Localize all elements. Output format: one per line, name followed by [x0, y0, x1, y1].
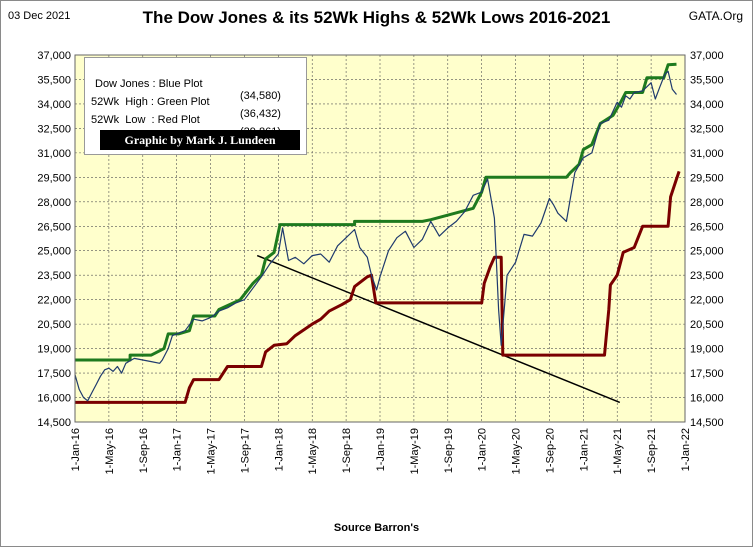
y-tick-label-right: 32,500: [690, 123, 724, 135]
y-tick-label-left: 23,500: [37, 270, 71, 282]
y-tick-label-left: 28,000: [37, 197, 71, 209]
chart-title: The Dow Jones & its 52Wk Highs & 52Wk Lo…: [142, 8, 611, 27]
52wk-high-line: [75, 62, 677, 362]
y-tick-label-right: 16,000: [690, 393, 724, 405]
x-tick-label: 1-Jan-17: [172, 428, 184, 471]
y-tick-label-right: 19,000: [690, 344, 724, 356]
x-tick-label: 1-Sep-21: [646, 428, 658, 473]
legend-row-high: 52Wk High : Green Plot (36,432): [85, 84, 281, 132]
y-tick-label-right: 25,000: [690, 246, 724, 258]
dow-jones-line: [74, 70, 677, 402]
y-tick-label-left: 35,500: [37, 74, 71, 86]
y-tick-label-right: 28,000: [690, 197, 724, 209]
y-tick-label-right: 35,500: [690, 74, 724, 86]
x-tick-label: 1-Sep-20: [544, 428, 556, 473]
legend-label-dow: Dow Jones : Blue Plot: [95, 78, 203, 90]
x-tick-label: 1-Jan-18: [273, 428, 285, 471]
y-tick-label-left: 17,500: [37, 368, 71, 380]
y-tick-label-right: 34,000: [690, 99, 724, 111]
legend-value-dow: (34,580): [240, 90, 281, 102]
x-tick-label: 1-Sep-16: [138, 428, 150, 473]
legend-label-high: 52Wk High : Green Plot: [91, 96, 210, 108]
y-tick-label-right: 31,000: [690, 148, 724, 160]
y-tick-label-right: 14,500: [690, 417, 724, 429]
trend-line-line: [256, 254, 621, 404]
x-tick-label: 1-May-16: [104, 428, 116, 474]
y-tick-label-left: 29,500: [37, 172, 71, 184]
credit-label: Graphic by Mark J. Lundeen: [100, 130, 300, 150]
x-tick-label: 1-Jan-19: [375, 428, 387, 471]
y-tick-label-right: 22,000: [690, 295, 724, 307]
x-tick-label: 1-Jan-20: [477, 428, 489, 471]
legend-row-low: 52Wk Low : Red Plot (29,861): [85, 102, 281, 150]
axis-ticks: 14,500 14,500 16,000 16,000 17,500 17,500 19,0…: [37, 50, 723, 474]
site-label: GATA.Org: [688, 9, 743, 23]
x-tick-label: 1-Sep-18: [341, 428, 353, 473]
legend-row-dow: Dow Jones : Blue Plot (34,580): [85, 66, 281, 114]
x-tick-label: 1-May-19: [409, 428, 421, 474]
y-tick-label-left: 32,500: [37, 123, 71, 135]
y-tick-label-left: 22,000: [37, 295, 71, 307]
x-tick-label: 1-Sep-19: [443, 428, 455, 473]
x-tick-label: 1-Jan-16: [70, 428, 82, 471]
series-layer: [74, 62, 681, 404]
x-tick-label: 1-May-21: [612, 428, 624, 474]
y-tick-label-left: 16,000: [37, 393, 71, 405]
legend-label-low: 52Wk Low : Red Plot: [91, 114, 200, 126]
y-tick-label-left: 26,500: [37, 221, 71, 233]
y-tick-label-right: 23,500: [690, 270, 724, 282]
y-tick-label-left: 14,500: [37, 417, 71, 429]
y-tick-label-left: 19,000: [37, 344, 71, 356]
source-label: Source Barron's: [333, 522, 420, 534]
x-tick-label: 1-May-17: [206, 428, 218, 474]
x-tick-label: 1-May-18: [307, 428, 319, 474]
plot-border: [74, 54, 686, 423]
x-tick-label: 1-Sep-17: [239, 428, 251, 473]
y-tick-label-right: 17,500: [690, 368, 724, 380]
y-tick-label-left: 34,000: [37, 99, 71, 111]
x-tick-label: 1-May-20: [511, 428, 523, 474]
x-tick-label: 1-Jan-21: [578, 428, 590, 471]
y-tick-label-left: 37,000: [37, 50, 71, 62]
y-tick-label-left: 25,000: [37, 246, 71, 258]
y-tick-label-right: 37,000: [690, 50, 724, 62]
x-tick-label: 1-Jan-22: [680, 428, 692, 471]
legend-value-high: (36,432): [240, 108, 281, 120]
y-tick-label-right: 20,500: [690, 319, 724, 331]
y-tick-label-right: 26,500: [690, 221, 724, 233]
y-tick-label-right: 29,500: [690, 172, 724, 184]
y-tick-label-left: 31,000: [37, 148, 71, 160]
date-label: 03 Dec 2021: [8, 10, 71, 22]
y-tick-label-left: 20,500: [37, 319, 71, 331]
